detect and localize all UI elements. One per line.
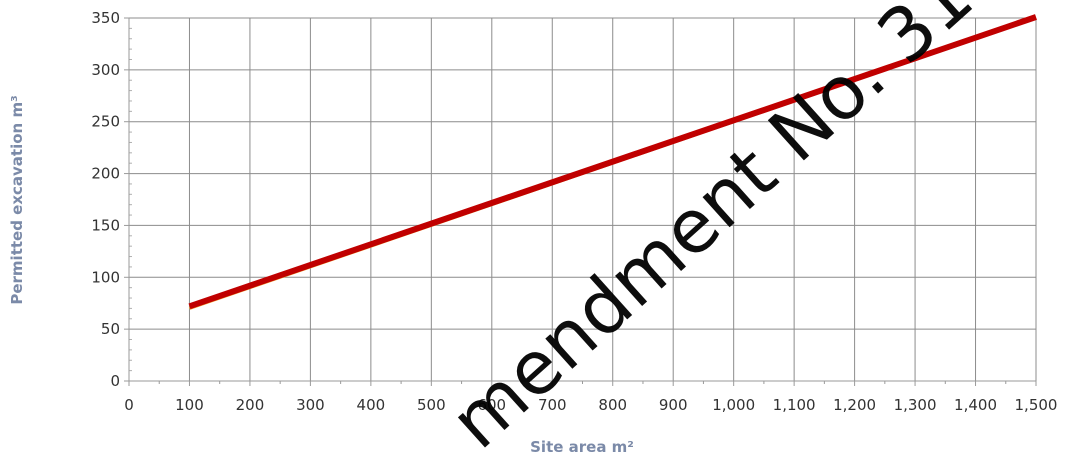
y-tick-label: 250 [91, 113, 120, 131]
y-tick-label: 150 [91, 216, 120, 234]
x-tick-label: 800 [598, 396, 627, 414]
x-tick-label: 300 [296, 396, 325, 414]
x-tick-label: 0 [124, 396, 134, 414]
x-tick-label: 100 [175, 396, 204, 414]
series-line-upper [188, 14, 1037, 310]
x-tick-label: 1,400 [954, 396, 997, 414]
x-axis-title: Site area m² [530, 438, 634, 456]
x-axis-tick-labels: 0 100 200 300 400 500 600 700 800 900 1,000 1,100 1,… [124, 396, 1057, 414]
y-tick-label: 200 [91, 165, 120, 183]
y-tick-label: 300 [91, 61, 120, 79]
x-tick-label: 1,000 [712, 396, 755, 414]
x-tick-label: 1,200 [833, 396, 876, 414]
x-tick-label: 500 [417, 396, 446, 414]
x-tick-label: 1,500 [1015, 396, 1058, 414]
series-layer [188, 14, 1037, 310]
y-tick-label: 350 [91, 9, 120, 27]
x-tick-label: 700 [538, 396, 567, 414]
x-tick-label: 900 [659, 396, 688, 414]
vertical-gridlines [128, 18, 1037, 386]
x-tick-label: 1,100 [773, 396, 816, 414]
y-tick-label: 50 [101, 320, 120, 338]
y-axis-tick-labels: 0 50 100 150 200 250 300 350 [91, 9, 120, 390]
x-tick-label: 400 [357, 396, 386, 414]
x-tick-label: 200 [236, 396, 265, 414]
y-tick-label: 100 [91, 268, 120, 286]
plot-area [129, 18, 1036, 381]
x-tick-label: 1,300 [894, 396, 937, 414]
x-tick-label: 600 [477, 396, 506, 414]
y-axis-title: Permitted excavation m³ [8, 95, 26, 304]
y-tick-label: 0 [110, 372, 120, 390]
